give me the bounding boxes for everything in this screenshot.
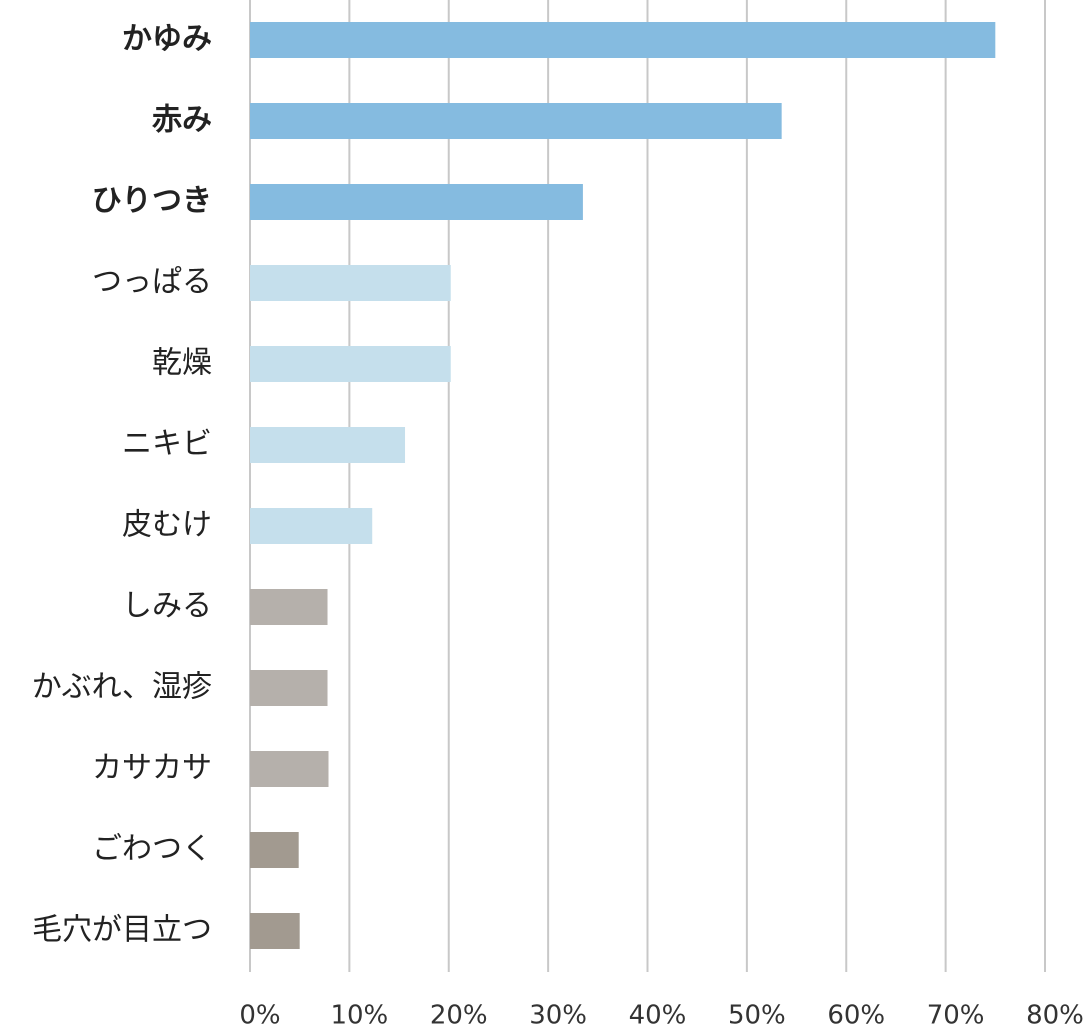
x-tick-label: 80% xyxy=(1026,1001,1083,1029)
x-tick-label: 60% xyxy=(827,1001,885,1029)
bar xyxy=(250,670,328,706)
x-tick-label: 0% xyxy=(239,1001,280,1029)
y-tick-label: 毛穴が目立つ xyxy=(32,913,212,948)
bar xyxy=(250,913,300,949)
bar xyxy=(250,265,451,301)
bar xyxy=(250,184,583,220)
x-tick-label: 50% xyxy=(728,1001,786,1029)
y-tick-label: しみる xyxy=(122,589,212,624)
y-tick-label: ひりつき xyxy=(92,184,212,219)
bar xyxy=(250,103,782,139)
bar xyxy=(250,346,451,382)
y-tick-label: 皮むけ xyxy=(122,508,212,543)
bar xyxy=(250,832,299,868)
y-tick-label: つっぱる xyxy=(92,265,212,300)
x-tick-label: 70% xyxy=(927,1001,985,1029)
bar xyxy=(250,589,328,625)
y-tick-label: 赤み xyxy=(152,103,212,138)
y-tick-label: 乾燥 xyxy=(152,346,212,381)
bar xyxy=(250,22,996,58)
y-tick-label: カサカサ xyxy=(92,751,212,786)
bar xyxy=(250,427,406,463)
x-tick-label: 40% xyxy=(629,1001,687,1029)
y-tick-label: ニキビ xyxy=(122,427,212,462)
bar xyxy=(250,508,373,544)
x-tick-label: 20% xyxy=(430,1001,488,1029)
x-tick-label: 10% xyxy=(330,1001,388,1029)
x-tick-label: 30% xyxy=(529,1001,587,1029)
y-tick-label: ごわつく xyxy=(92,832,212,867)
y-tick-label: かぶれ、湿疹 xyxy=(32,670,212,705)
bar xyxy=(250,751,329,787)
y-tick-label: かゆみ xyxy=(122,22,212,57)
